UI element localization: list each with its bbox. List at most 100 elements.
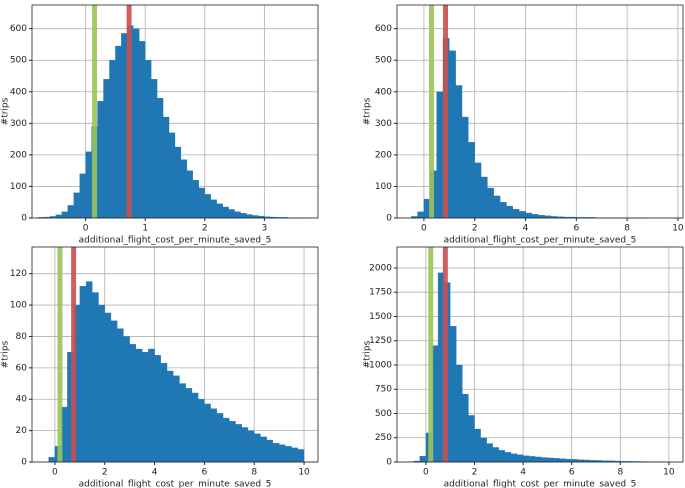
- bar: [535, 456, 542, 463]
- bar: [260, 436, 267, 463]
- bar: [148, 348, 155, 463]
- bar: [241, 427, 249, 463]
- y-tick-label: 60: [16, 363, 28, 373]
- bar: [121, 33, 128, 219]
- bar: [229, 421, 236, 463]
- bar: [254, 433, 261, 463]
- y-tick-label: 1750: [369, 288, 392, 298]
- x-tick-label: 2: [202, 224, 208, 234]
- bar: [104, 312, 112, 463]
- y-tick-label: 20: [16, 426, 28, 436]
- y-tick-label: 400: [375, 87, 392, 97]
- y-tick-label: 300: [375, 119, 392, 129]
- bar: [512, 209, 520, 219]
- bar: [461, 116, 469, 219]
- x-tick-label: 1: [142, 224, 148, 234]
- bar: [67, 205, 74, 219]
- bar: [559, 458, 566, 463]
- y-tick-label: 120: [10, 269, 27, 279]
- bar: [191, 392, 199, 463]
- y-tick-label: 300: [10, 119, 27, 129]
- bar: [516, 454, 524, 463]
- x-tick-label: 2: [472, 468, 478, 478]
- y-tick-label: 500: [375, 409, 392, 419]
- bar: [210, 408, 218, 463]
- y-tick-label: 750: [375, 385, 392, 395]
- bar: [145, 60, 152, 219]
- y-tick-label: 0: [21, 458, 27, 468]
- y-tick-label: 200: [375, 150, 392, 160]
- y-axis-label: #trips: [1, 340, 11, 368]
- bar: [97, 101, 104, 219]
- bar: [522, 455, 530, 463]
- y-tick-label: 400: [10, 87, 27, 97]
- y-tick-label: 250: [375, 433, 392, 443]
- y-axis-label: #trips: [363, 97, 373, 125]
- x-tick-label: 6: [202, 468, 208, 478]
- bar: [436, 91, 444, 219]
- bar: [85, 281, 93, 463]
- y-tick-label: 80: [16, 332, 28, 342]
- y-tick-label: 0: [21, 214, 27, 224]
- bar: [240, 213, 247, 219]
- x-tick-label: 2: [102, 468, 108, 478]
- bar: [474, 162, 482, 219]
- y-tick-label: 200: [10, 150, 27, 160]
- x-tick-label: 6: [573, 224, 579, 234]
- bar: [285, 446, 292, 463]
- bar: [480, 437, 487, 463]
- bar: [109, 60, 116, 219]
- bar: [156, 97, 164, 219]
- x-tick-label: 8: [624, 224, 630, 234]
- bar: [110, 320, 118, 463]
- bar: [547, 457, 554, 463]
- bar: [79, 173, 86, 219]
- bar: [168, 132, 176, 219]
- bar: [103, 79, 110, 219]
- bar: [278, 444, 286, 463]
- bar: [480, 176, 488, 219]
- bar: [55, 214, 62, 219]
- y-tick-label: 1000: [369, 360, 392, 370]
- bar: [173, 375, 180, 463]
- bar: [417, 211, 425, 219]
- bar: [498, 450, 506, 463]
- bar: [493, 195, 501, 219]
- bar: [486, 443, 493, 463]
- bar: [129, 344, 137, 463]
- bar: [504, 452, 512, 463]
- bar: [216, 203, 223, 219]
- bar: [449, 50, 456, 219]
- axes-frame: [396, 246, 684, 463]
- bar: [154, 355, 161, 463]
- x-tick-label: 8: [617, 468, 623, 478]
- y-tick-label: 100: [10, 182, 27, 192]
- bar: [492, 447, 499, 463]
- bar: [553, 458, 560, 463]
- x-tick-label: 4: [520, 468, 526, 478]
- bar: [499, 202, 507, 219]
- x-tick-label: 10: [663, 468, 675, 478]
- bar: [162, 116, 170, 219]
- bar: [541, 457, 548, 463]
- y-tick-label: 1250: [369, 336, 392, 346]
- y-tick-label: 600: [375, 24, 392, 34]
- bar: [204, 194, 211, 219]
- bar: [115, 45, 122, 219]
- bar: [565, 458, 572, 463]
- bar: [487, 187, 494, 219]
- x-tick-label: 0: [52, 468, 58, 478]
- bar: [455, 85, 463, 219]
- bar: [210, 199, 217, 219]
- x-tick-label: 0: [423, 468, 429, 478]
- y-tick-label: 2000: [369, 263, 392, 273]
- x-tick-label: 0: [83, 224, 89, 234]
- bar: [204, 403, 211, 463]
- x-axis-label: additional_flight_cost_per_minute_saved_…: [444, 236, 637, 246]
- bar: [117, 328, 124, 463]
- bar: [180, 159, 188, 219]
- bar: [474, 428, 481, 463]
- bar: [133, 28, 140, 219]
- bar: [462, 393, 469, 463]
- bar: [216, 413, 224, 463]
